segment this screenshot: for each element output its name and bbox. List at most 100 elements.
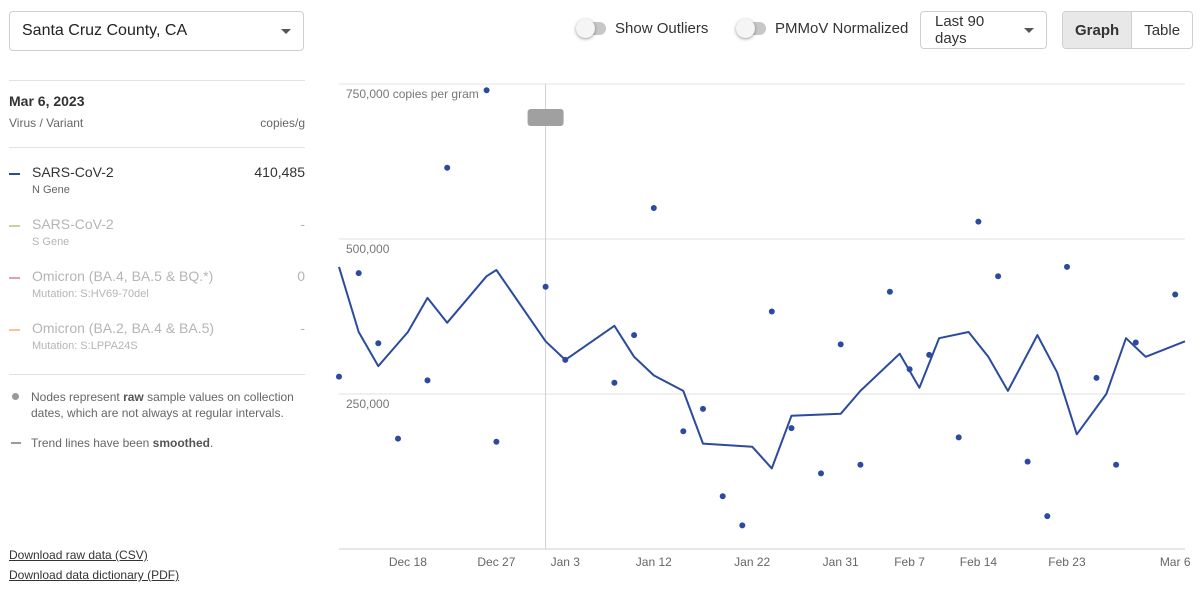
data-point — [375, 340, 382, 347]
data-point — [955, 434, 962, 441]
series-name: SARS-CoV-2 — [32, 164, 114, 180]
date-range-select[interactable]: Last 90 days — [920, 11, 1047, 49]
trend-note: Trend lines have been smoothed. — [9, 435, 305, 451]
show-outliers-label: Show Outliers — [615, 20, 709, 37]
dot-icon — [12, 393, 19, 400]
series-list: SARS-CoV-2 N Gene 410,485 SARS-CoV-2 S Gene -… — [9, 164, 305, 372]
toggle-knob — [736, 19, 755, 38]
series-value: 0 — [297, 268, 305, 284]
data-point — [483, 87, 490, 94]
data-point — [700, 405, 706, 412]
series-swatch — [9, 225, 20, 227]
series-name: Omicron (BA.2, BA.4 & BA.5) — [32, 320, 215, 336]
data-point — [857, 461, 864, 468]
data-point — [788, 425, 795, 432]
series-value: 410,485 — [254, 164, 305, 180]
data-point — [906, 366, 913, 373]
nodes-note: Nodes represent raw sample values on col… — [9, 389, 305, 421]
data-point — [1093, 374, 1100, 381]
x-tick-label: Jan 22 — [734, 555, 770, 569]
series-row[interactable]: Omicron (BA.2, BA.4 & BA.5) Mutation: S:L… — [9, 320, 305, 372]
data-point — [739, 522, 746, 529]
series-subtitle: Mutation: S:LPPA24S — [32, 340, 138, 352]
data-point — [1172, 291, 1179, 298]
x-tick-label: Mar 6 — [1160, 555, 1191, 569]
data-point — [611, 379, 618, 386]
pmmov-normalized-toggle[interactable]: PMMoV Normalized — [736, 19, 909, 38]
date-range-label: Last 90 days — [935, 13, 985, 47]
data-point — [837, 341, 844, 348]
series-value: - — [300, 320, 305, 336]
data-point — [444, 164, 451, 171]
toggle-knob — [576, 19, 595, 38]
download-csv-link[interactable]: Download raw data (CSV) — [9, 548, 148, 562]
series-row[interactable]: Omicron (BA.4, BA.5 & BQ.*) Mutation: S:H… — [9, 268, 305, 320]
chevron-down-icon — [1024, 27, 1034, 33]
chevron-down-icon — [281, 28, 291, 34]
series-subtitle: N Gene — [32, 184, 70, 196]
series-swatch — [9, 277, 20, 279]
divider — [9, 147, 305, 148]
trend-line — [338, 266, 1186, 470]
data-point — [926, 351, 933, 358]
x-tick-label: Dec 18 — [389, 555, 427, 569]
data-point — [975, 218, 982, 225]
pmmov-normalized-label: PMMoV Normalized — [775, 20, 909, 37]
data-point — [336, 373, 342, 380]
table-view-button[interactable]: Table — [1131, 12, 1193, 48]
data-point — [818, 470, 824, 477]
data-point — [1024, 458, 1031, 465]
series-name: SARS-CoV-2 — [32, 216, 114, 232]
series-swatch — [9, 173, 20, 175]
x-tick-label: Dec 27 — [477, 555, 515, 569]
divider — [9, 80, 305, 81]
nodes-note-text: Nodes represent raw sample values on col… — [31, 390, 294, 420]
series-row[interactable]: SARS-CoV-2 N Gene 410,485 — [9, 164, 305, 216]
data-point — [493, 438, 500, 445]
legend-column-headers: Virus / Variant copies/g — [9, 116, 305, 130]
data-point — [542, 283, 549, 290]
series-value: - — [300, 216, 305, 232]
toggle-track[interactable] — [576, 19, 606, 38]
copies-per-gram-header: copies/g — [260, 116, 305, 130]
toggle-track[interactable] — [736, 19, 766, 38]
data-point — [680, 428, 687, 435]
virus-variant-header: Virus / Variant — [9, 116, 84, 130]
location-select[interactable]: Santa Cruz County, CA — [9, 11, 304, 51]
x-tick-label: Feb 7 — [894, 555, 925, 569]
data-point — [995, 273, 1002, 280]
data-point — [424, 377, 431, 384]
data-point — [1044, 513, 1051, 520]
x-tick-label: Jan 12 — [636, 555, 672, 569]
hover-tooltip-handle — [527, 109, 564, 126]
data-point — [1132, 339, 1139, 346]
x-tick-label: Jan 3 — [551, 555, 581, 569]
legend-panel: Mar 6, 2023 Virus / Variant copies/g SAR… — [9, 80, 305, 451]
show-outliers-toggle[interactable]: Show Outliers — [576, 19, 709, 38]
graph-view-button[interactable]: Graph — [1063, 12, 1132, 48]
location-select-label: Santa Cruz County, CA — [22, 22, 188, 39]
series-name: Omicron (BA.4, BA.5 & BQ.*) — [32, 268, 214, 284]
selected-date: Mar 6, 2023 — [9, 93, 85, 109]
data-point — [719, 493, 726, 500]
y-tick-label: 250,000 — [346, 397, 390, 411]
data-point — [395, 435, 401, 442]
divider — [9, 374, 305, 375]
x-tick-label: Jan 31 — [823, 555, 859, 569]
download-dictionary-link[interactable]: Download data dictionary (PDF) — [9, 568, 180, 582]
view-toggle-group: Graph Table — [1062, 11, 1194, 49]
data-point — [1113, 461, 1120, 468]
downloads: Download raw data (CSV) Download data di… — [9, 545, 179, 585]
line-icon — [11, 442, 21, 444]
y-tick-label: 500,000 — [346, 242, 390, 256]
series-subtitle: S Gene — [32, 236, 70, 248]
x-tick-label: Feb 23 — [1048, 555, 1086, 569]
data-point — [562, 356, 569, 363]
series-row[interactable]: SARS-CoV-2 S Gene - — [9, 216, 305, 268]
y-tick-label: 750,000 copies per gram — [346, 87, 479, 101]
data-point — [355, 270, 362, 277]
series-swatch — [9, 329, 20, 331]
series-subtitle: Mutation: S:HV69-70del — [32, 288, 149, 300]
x-tick-label: Feb 14 — [960, 555, 998, 569]
